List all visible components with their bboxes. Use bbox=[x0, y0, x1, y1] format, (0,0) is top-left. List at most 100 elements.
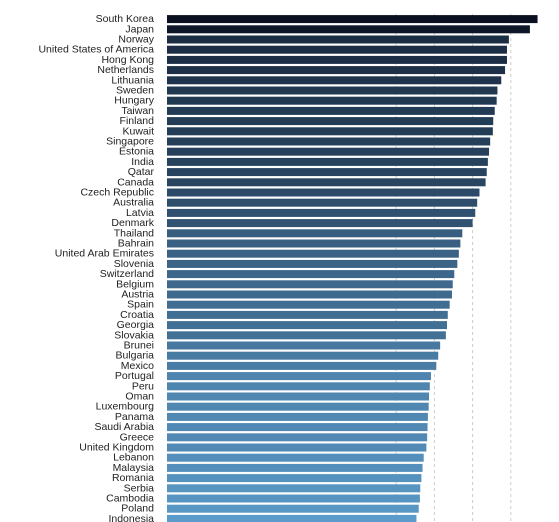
bar bbox=[167, 331, 446, 340]
bar bbox=[167, 25, 530, 34]
category-label: Mexico bbox=[121, 360, 154, 372]
bar bbox=[167, 300, 450, 309]
bar bbox=[167, 494, 420, 503]
category-label: Panama bbox=[115, 411, 154, 423]
category-label: Qatar bbox=[128, 166, 155, 178]
bar bbox=[167, 157, 488, 166]
category-label: Thailand bbox=[114, 227, 154, 239]
category-label: Estonia bbox=[119, 146, 154, 158]
bar bbox=[167, 249, 459, 258]
bar bbox=[167, 117, 494, 126]
bar bbox=[167, 55, 507, 64]
bar bbox=[167, 504, 419, 513]
bar bbox=[167, 168, 487, 177]
bar bbox=[167, 433, 428, 442]
bar bbox=[167, 321, 448, 330]
category-label: Australia bbox=[113, 197, 154, 209]
category-label: Spain bbox=[127, 299, 154, 311]
category-label: Hong Kong bbox=[101, 54, 154, 66]
category-label: Kuwait bbox=[122, 125, 154, 137]
category-label: Peru bbox=[132, 380, 154, 392]
bar bbox=[167, 382, 430, 391]
category-label: Brunei bbox=[124, 340, 154, 352]
bar bbox=[167, 474, 422, 483]
bar bbox=[167, 15, 538, 24]
bar bbox=[167, 229, 463, 238]
category-label: Denmark bbox=[111, 217, 154, 229]
category-label: India bbox=[131, 156, 154, 168]
bar bbox=[167, 127, 493, 136]
bar bbox=[167, 188, 480, 197]
bar bbox=[167, 453, 424, 462]
category-label: Cambodia bbox=[106, 493, 154, 505]
category-label: Indonesia bbox=[108, 513, 154, 522]
category-label: Lebanon bbox=[113, 452, 154, 464]
bar bbox=[167, 392, 430, 401]
category-label: Greece bbox=[120, 431, 155, 443]
category-label: United Kingdom bbox=[79, 442, 154, 454]
category-label: Romania bbox=[112, 472, 154, 484]
category-label: Singapore bbox=[106, 136, 154, 148]
bar bbox=[167, 219, 473, 228]
category-label: Saudi Arabia bbox=[94, 421, 154, 433]
bar bbox=[167, 310, 448, 319]
category-label: Lithuania bbox=[111, 74, 154, 86]
bar bbox=[167, 280, 453, 289]
category-label: Poland bbox=[121, 503, 154, 515]
bar bbox=[167, 106, 495, 115]
category-label: Croatia bbox=[120, 309, 154, 321]
bar bbox=[167, 270, 455, 279]
category-label: Portugal bbox=[115, 370, 154, 382]
bar bbox=[167, 198, 478, 207]
bar bbox=[167, 178, 486, 187]
bar bbox=[167, 443, 427, 452]
category-label: Oman bbox=[125, 391, 154, 403]
category-label: Hungary bbox=[114, 95, 154, 107]
bar bbox=[167, 290, 452, 299]
bar bbox=[167, 66, 506, 75]
category-label: Slovakia bbox=[114, 329, 154, 341]
bar bbox=[167, 361, 437, 370]
category-label: Slovenia bbox=[114, 258, 154, 270]
bar bbox=[167, 76, 502, 85]
category-label: Japan bbox=[125, 23, 154, 35]
bar bbox=[167, 208, 476, 217]
bar bbox=[167, 45, 507, 54]
category-label: Canada bbox=[117, 176, 154, 188]
category-label: Switzerland bbox=[100, 268, 154, 280]
category-label: Finland bbox=[120, 115, 155, 127]
bar bbox=[167, 259, 458, 268]
bar bbox=[167, 86, 498, 95]
bar bbox=[167, 351, 439, 360]
category-label: Czech Republic bbox=[80, 187, 154, 199]
bar bbox=[167, 514, 417, 522]
bar bbox=[167, 463, 423, 472]
bar bbox=[167, 137, 491, 146]
category-label: Bulgaria bbox=[115, 350, 154, 362]
category-label: Taiwan bbox=[121, 105, 154, 117]
category-label: Georgia bbox=[117, 319, 155, 331]
category-label: United States of America bbox=[38, 44, 154, 56]
bar bbox=[167, 423, 428, 432]
category-label: South Korea bbox=[96, 13, 155, 25]
category-label: Luxembourg bbox=[96, 401, 155, 413]
bar bbox=[167, 96, 497, 105]
bar bbox=[167, 147, 490, 156]
bar bbox=[167, 35, 509, 44]
bars bbox=[167, 15, 538, 522]
category-label: United Arab Emirates bbox=[55, 248, 154, 260]
category-label: Norway bbox=[118, 34, 154, 46]
bar bbox=[167, 341, 441, 350]
category-label: Belgium bbox=[116, 278, 154, 290]
bar bbox=[167, 239, 461, 248]
category-label: Serbia bbox=[124, 482, 155, 494]
category-label: Malaysia bbox=[113, 462, 155, 474]
category-label: Netherlands bbox=[97, 64, 154, 76]
bar bbox=[167, 484, 421, 493]
category-label: Austria bbox=[121, 289, 154, 301]
bar bbox=[167, 372, 431, 381]
bar bbox=[167, 412, 428, 421]
category-label: Latvia bbox=[126, 207, 154, 219]
